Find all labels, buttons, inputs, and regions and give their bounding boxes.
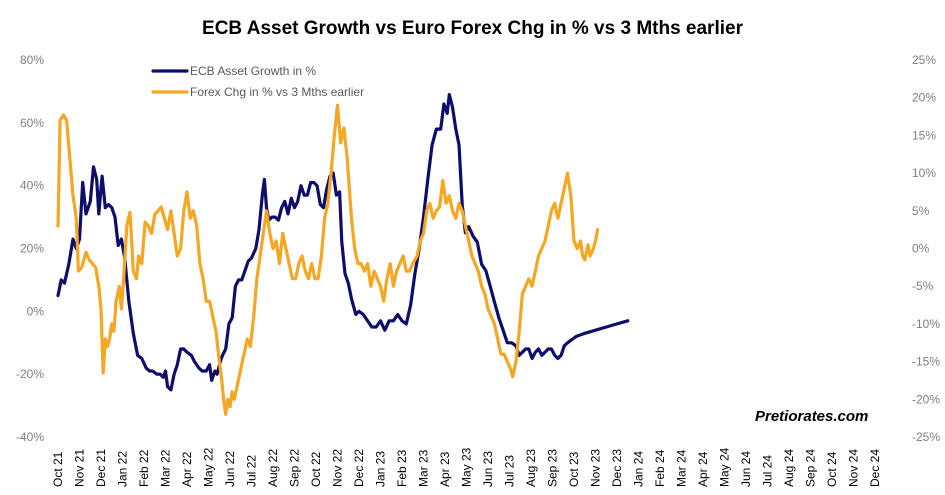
y-right-tick-label: -5% xyxy=(912,279,934,293)
x-tick-label: Aug 24 xyxy=(782,449,796,487)
x-tick-label: May 23 xyxy=(460,447,474,487)
y-left-tick-label: 40% xyxy=(20,179,44,193)
legend-label-2: Forex Chg in % vs 3 Mths earlier xyxy=(190,85,364,99)
x-tick-label: Jan 22 xyxy=(116,451,130,487)
x-tick-label: Nov 22 xyxy=(331,449,345,487)
y-left-tick-label: -40% xyxy=(16,430,44,444)
x-tick-label: Jul 23 xyxy=(503,455,517,487)
y-right-tick-label: -10% xyxy=(912,317,940,331)
x-tick-label: Nov 23 xyxy=(589,449,603,487)
y-left-tick-label: 80% xyxy=(20,53,44,67)
x-tick-label: Mar 24 xyxy=(675,449,689,487)
x-tick-label: Feb 22 xyxy=(137,449,151,487)
y-left-tick-label: 20% xyxy=(20,242,44,256)
series-line-2 xyxy=(56,103,600,416)
x-tick-label: Dec 23 xyxy=(610,449,624,487)
y-right-tick-label: 25% xyxy=(912,53,936,67)
x-tick-label: Jan 23 xyxy=(374,451,388,487)
x-tick-label: Oct 24 xyxy=(825,451,839,487)
x-tick-label: May 22 xyxy=(202,447,216,487)
x-tick-label: Apr 22 xyxy=(180,451,194,487)
watermark-text: Pretiorates.com xyxy=(755,408,869,425)
x-tick-label: Jul 24 xyxy=(761,455,775,487)
y-right-tick-label: 10% xyxy=(912,166,936,180)
x-tick-label: Oct 21 xyxy=(51,451,65,487)
x-tick-label: Dec 21 xyxy=(94,449,108,487)
x-tick-label: Apr 23 xyxy=(438,451,452,487)
x-tick-label: Aug 23 xyxy=(524,449,538,487)
y-right-tick-label: -20% xyxy=(912,392,940,406)
y-left-tick-label: -20% xyxy=(16,367,44,381)
x-tick-label: Dec 24 xyxy=(868,449,882,487)
x-tick-label: Oct 23 xyxy=(567,451,581,487)
x-tick-label: Oct 22 xyxy=(309,451,323,487)
x-tick-label: Sep 24 xyxy=(804,449,818,487)
x-tick-label: Jun 24 xyxy=(739,451,753,487)
x-tick-label: Apr 24 xyxy=(696,451,710,487)
x-tick-label: Jan 24 xyxy=(632,451,646,487)
y-right-tick-label: 20% xyxy=(912,91,936,105)
x-tick-label: Sep 22 xyxy=(288,449,302,487)
x-tick-label: Jul 22 xyxy=(245,455,259,487)
x-tick-label: Mar 22 xyxy=(159,449,173,487)
x-tick-label: Mar 23 xyxy=(417,449,431,487)
x-tick-label: Sep 23 xyxy=(546,449,560,487)
chart-title: ECB Asset Growth vs Euro Forex Chg in % … xyxy=(202,18,743,39)
x-tick-label: Dec 22 xyxy=(352,449,366,487)
x-tick-label: Feb 24 xyxy=(653,449,667,487)
x-tick-label: Feb 23 xyxy=(395,449,409,487)
x-tick-label: Nov 24 xyxy=(847,449,861,487)
y-left-tick-label: 0% xyxy=(27,304,45,318)
legend-label-1: ECB Asset Growth in % xyxy=(190,64,316,78)
y-right-tick-label: 15% xyxy=(912,128,936,142)
y-right-tick-label: -15% xyxy=(912,355,940,369)
y-left-tick-label: 60% xyxy=(20,116,44,130)
y-right-tick-label: -25% xyxy=(912,430,940,444)
x-tick-label: Nov 21 xyxy=(73,449,87,487)
y-right-tick-label: 5% xyxy=(912,204,930,218)
y-right-tick-label: 0% xyxy=(912,242,930,256)
x-tick-label: Jun 22 xyxy=(223,451,237,487)
series-line-1 xyxy=(56,93,630,392)
x-tick-label: Aug 22 xyxy=(266,449,280,487)
x-tick-label: May 24 xyxy=(718,447,732,487)
x-tick-label: Jun 23 xyxy=(481,451,495,487)
